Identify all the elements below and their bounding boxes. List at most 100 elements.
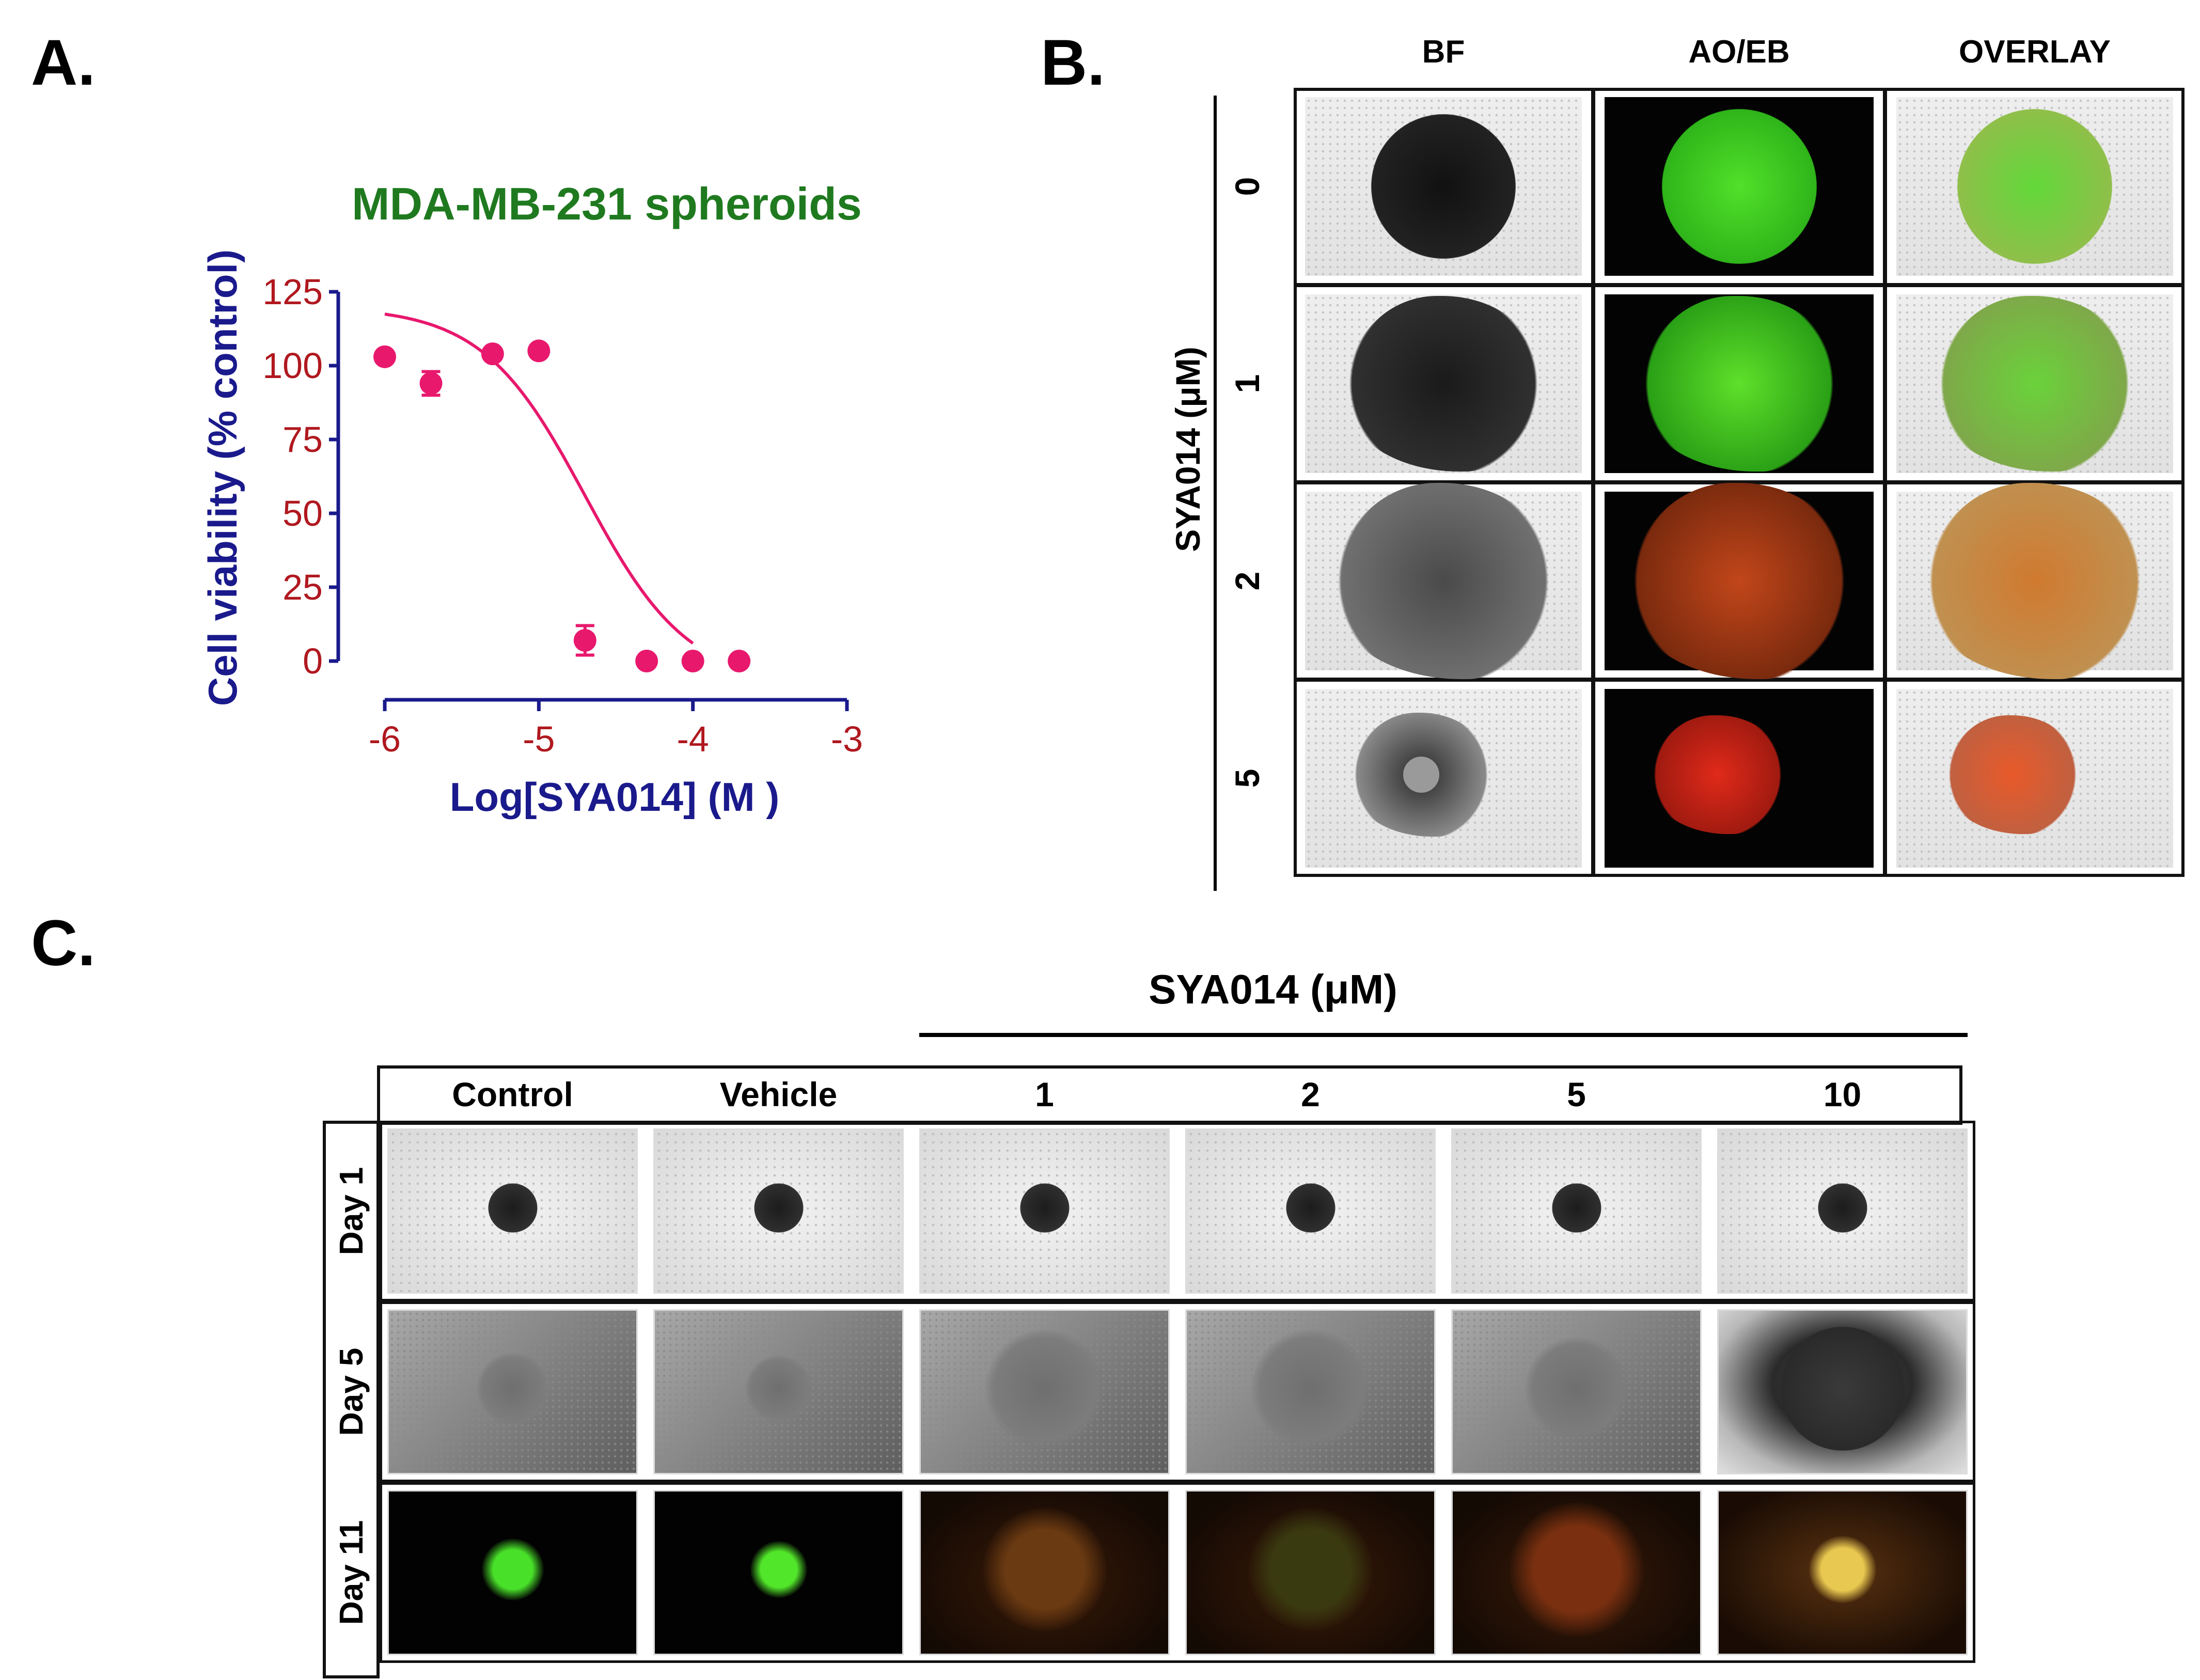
column-header-control: Control xyxy=(452,1075,573,1113)
brightfield-micrograph xyxy=(653,1128,904,1294)
row-frame xyxy=(380,1301,1975,1482)
row-frame xyxy=(380,1482,1975,1663)
brightfield-micrograph xyxy=(1305,294,1582,473)
grid-cell xyxy=(1294,285,1593,482)
data-point xyxy=(527,339,551,363)
spheroid xyxy=(481,1538,544,1600)
row-label-text: Day 11 xyxy=(333,1520,370,1625)
spheroid xyxy=(1642,296,1836,472)
y-tick-label: 75 xyxy=(282,419,323,460)
fluorescence-micrograph xyxy=(1717,1490,1968,1655)
data-points xyxy=(373,339,751,672)
brightfield-micrograph xyxy=(1451,1309,1702,1474)
data-point xyxy=(635,650,658,672)
fluorescence-micrograph xyxy=(1896,294,2173,473)
spheroid xyxy=(1335,483,1551,679)
fluorescence-micrograph xyxy=(1605,689,1874,868)
brightfield-micrograph xyxy=(1717,1128,1968,1294)
brightfield-micrograph xyxy=(1717,1309,1968,1474)
y-tick-label: 25 xyxy=(282,567,323,607)
spheroid xyxy=(1509,1502,1644,1637)
brightfield-micrograph xyxy=(1451,1128,1702,1294)
spheroid xyxy=(754,1183,803,1233)
column-header-row xyxy=(377,1065,1962,1125)
y-tick-label: 0 xyxy=(303,641,323,681)
chart-title: MDA-MB-231 spheroids xyxy=(352,178,862,229)
grid-cell xyxy=(1885,88,2185,285)
brightfield-micrograph xyxy=(919,1128,1170,1294)
grid-cell xyxy=(1294,680,1593,877)
data-point xyxy=(373,345,396,368)
treatment-rule xyxy=(919,1033,1968,1037)
spheroid xyxy=(982,1507,1107,1631)
spheroid xyxy=(488,1183,537,1233)
panel-label-a: A. xyxy=(31,27,96,99)
column-header-bf: BF xyxy=(1422,34,1465,70)
x-tick-label: -6 xyxy=(369,719,401,759)
column-header-2: 2 xyxy=(1301,1075,1320,1113)
spheroid xyxy=(1286,1183,1335,1233)
grid-cell xyxy=(1294,88,1593,285)
y-tick-label: 100 xyxy=(262,346,323,386)
data-point xyxy=(681,650,704,672)
spheroid xyxy=(1927,483,2143,679)
column-header-overlay: OVERLAY xyxy=(1958,34,2111,70)
brightfield-micrograph xyxy=(1305,97,1582,276)
data-point xyxy=(573,629,596,652)
brightfield-micrograph xyxy=(1305,689,1582,868)
spheroid-core xyxy=(1403,757,1440,793)
brightfield-micrograph xyxy=(919,1309,1170,1474)
spheroid xyxy=(985,1329,1104,1448)
fluorescence-micrograph xyxy=(1185,1490,1436,1655)
fit-line xyxy=(384,312,694,645)
brightfield-micrograph xyxy=(387,1309,638,1474)
x-tick-label: -4 xyxy=(677,719,709,759)
data-point xyxy=(728,650,751,672)
spheroid xyxy=(1020,1183,1069,1233)
x-axis-label: Log[SYA014] (M ) xyxy=(450,774,780,820)
row-label-text: Day 1 xyxy=(333,1167,370,1255)
spheroid xyxy=(1818,1183,1867,1233)
spheroid xyxy=(1780,1326,1905,1451)
spheroid xyxy=(1957,109,2112,264)
fluorescence-micrograph xyxy=(919,1490,1170,1655)
fit-curve xyxy=(384,312,694,645)
spheroid xyxy=(1552,1183,1601,1233)
brightfield-micrograph xyxy=(653,1309,904,1474)
brightfield-micrograph xyxy=(387,1128,638,1294)
column-header-1: 1 xyxy=(1035,1075,1054,1113)
data-point xyxy=(481,342,504,366)
spheroid xyxy=(476,1352,549,1425)
panel-b-live-dead-grid: BF AO/EB OVERLAY SYA014 (μM) 0 1 2 5 xyxy=(1169,34,2185,891)
grid-cell xyxy=(1593,285,1885,482)
panel-label-b: B. xyxy=(1041,27,1105,99)
spheroid xyxy=(1251,1329,1370,1448)
brightfield-micrograph xyxy=(1305,483,1582,679)
grid-cell xyxy=(1593,680,1885,877)
fluorescence-micrograph xyxy=(1896,97,2173,276)
row-label-column xyxy=(323,1121,380,1678)
spheroid xyxy=(1631,483,1847,679)
y-axis-label: Cell viability (% control) xyxy=(200,249,245,706)
x-tick-label: -3 xyxy=(831,719,863,759)
column-header-5: 5 xyxy=(1567,1075,1586,1113)
fluorescence-micrograph xyxy=(1605,97,1874,276)
fluorescence-micrograph xyxy=(653,1490,904,1655)
column-header-vehicle: Vehicle xyxy=(719,1075,838,1113)
treatment-label: SYA014 (μM) xyxy=(1149,966,1397,1012)
spheroid xyxy=(1661,109,1817,264)
grid-cell xyxy=(1885,285,2185,482)
spheroid xyxy=(1809,1535,1876,1603)
y-tick-label: 50 xyxy=(282,493,323,533)
x-tick-label: -5 xyxy=(523,719,555,759)
fluorescence-micrograph xyxy=(1896,483,2173,679)
brightfield-micrograph xyxy=(1185,1128,1436,1294)
fluorescence-micrograph xyxy=(1896,689,2173,868)
brightfield-micrograph xyxy=(1185,1309,1436,1474)
column-header-aoeb: AO/EB xyxy=(1688,34,1790,70)
spheroid xyxy=(1652,715,1783,835)
grid-cell xyxy=(1593,88,1885,285)
fluorescence-micrograph xyxy=(1605,483,1874,679)
spheroid xyxy=(1947,715,2078,835)
